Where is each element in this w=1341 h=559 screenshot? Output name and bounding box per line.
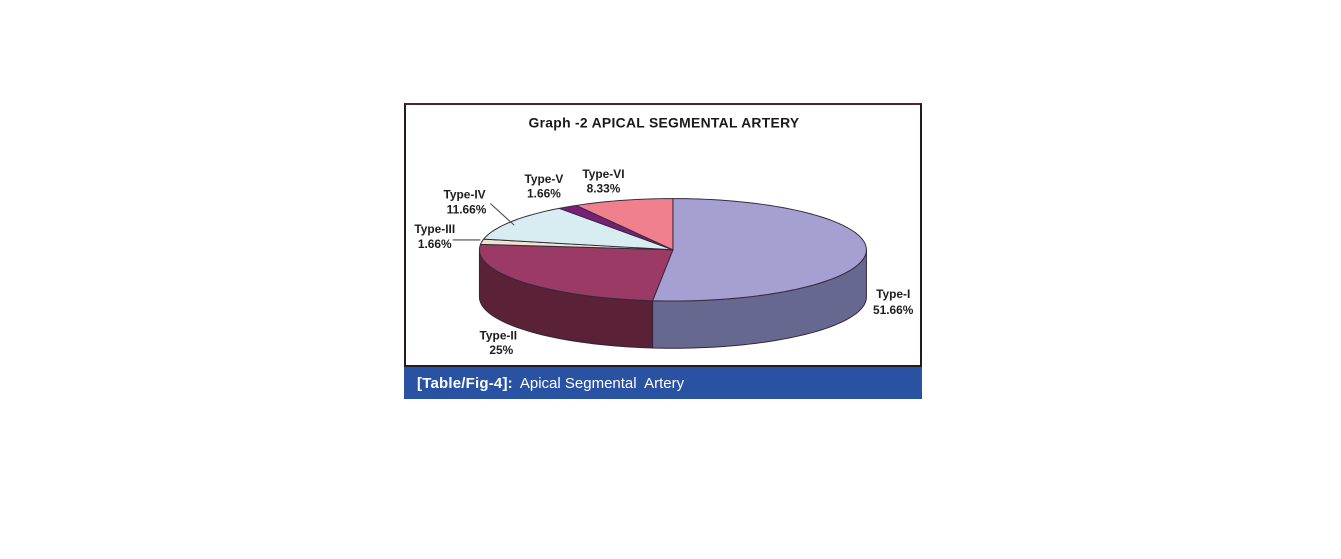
- slice-label-type-i-name: Type-I: [876, 287, 910, 301]
- slice-label-type-v-name: Type-V: [525, 172, 564, 186]
- slice-label-type-ii-name: Type-II: [480, 328, 517, 342]
- pie-chart: Graph -2 APICAL SEGMENTAL ARTERY Type-I …: [414, 115, 913, 357]
- caption-bar: [Table/Fig-4]: Apical Segmental Artery: [404, 367, 922, 399]
- slice-label-type-vi-name: Type-VI: [582, 167, 624, 181]
- slice-label-type-iii-pct: 1.66%: [418, 237, 452, 251]
- pie-slice-type-vi: [575, 198, 674, 251]
- caption-label: [Table/Fig-4]:: [417, 374, 513, 392]
- pie-slice-type-ii: [478, 243, 674, 302]
- slice-label-type-ii-pct: 25%: [489, 343, 513, 357]
- pie-slice-type-i: [652, 198, 867, 302]
- figure-table-fig-4: Graph -2 APICAL SEGMENTAL ARTERY Type-I …: [404, 103, 922, 399]
- leader-line-type-iv: [489, 203, 515, 226]
- chart-title: Graph -2 APICAL SEGMENTAL ARTERY: [529, 115, 800, 131]
- pie-slices: [478, 198, 867, 302]
- chart-panel: Graph -2 APICAL SEGMENTAL ARTERY Type-I …: [404, 103, 922, 367]
- slice-label-type-i-pct: 51.66%: [873, 303, 914, 317]
- slice-label-type-iv-pct: 11.66%: [447, 202, 487, 216]
- slice-label-type-iii-name: Type-III: [414, 222, 455, 236]
- slice-label-type-v-pct: 1.66%: [527, 187, 561, 201]
- slice-labels: Type-I 51.66% Type-II 25% Type-III 1.66%…: [414, 167, 913, 357]
- slice-label-type-iv-name: Type-IV: [443, 188, 485, 202]
- slice-label-type-vi-pct: 8.33%: [587, 182, 621, 196]
- caption-title: Apical Segmental Artery: [519, 374, 685, 392]
